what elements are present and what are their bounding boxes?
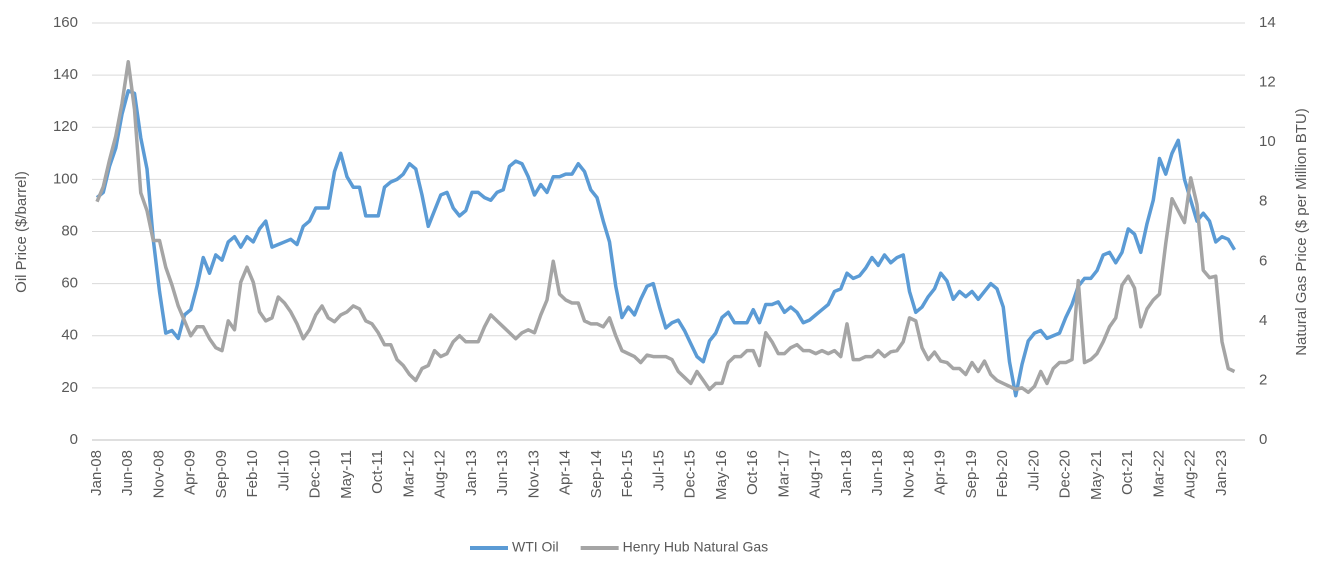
x-tick-label: Jan-13 [463,450,480,496]
y-tick-label: 140 [53,66,78,83]
x-tick-label: Dec-10 [307,450,324,498]
x-tick-label: Jan-08 [88,450,105,496]
x-tick-label: Jun-18 [869,450,886,496]
x-tick-label: Aug-22 [1182,450,1199,498]
y-tick-label: 80 [61,222,78,239]
x-tick-label: May-11 [338,450,355,499]
y-tick-label: 40 [61,327,78,344]
x-tick-label: Feb-15 [619,450,636,498]
y2-tick-label: 10 [1259,133,1276,150]
legend-label: Henry Hub Natural Gas [623,539,769,555]
x-tick-label: Mar-12 [400,450,417,498]
x-tick-label: Nov-18 [900,450,917,498]
x-tick-label: Jan-18 [838,450,855,496]
y-tick-label: 60 [61,275,78,292]
x-tick-label: Sep-09 [213,450,230,498]
legend-label: WTI Oil [512,539,559,555]
y2-axis-title: Natural Gas Price ($ per Million BTU) [1293,108,1310,356]
y2-tick-label: 0 [1259,431,1267,448]
x-tick-label: Oct-21 [1119,450,1136,495]
x-tick-label: Nov-08 [150,450,167,498]
x-tick-label: Aug-17 [807,450,824,498]
series-line [95,89,1237,398]
x-tick-label: Dec-15 [682,450,699,498]
x-tick-label: Jun-13 [494,450,511,496]
x-tick-label: Mar-17 [775,450,792,498]
x-tick-label: Feb-20 [994,450,1011,498]
y-tick-label: 0 [70,431,78,448]
y2-tick-label: 8 [1259,193,1267,210]
y-axis-title: Oil Price ($/barrel) [13,171,30,293]
y-tick-label: 20 [61,379,78,396]
x-tick-label: Sep-14 [588,450,605,498]
y2-tick-label: 4 [1259,312,1267,329]
x-tick-label: Jan-23 [1213,450,1230,496]
x-tick-label: Feb-10 [244,450,261,498]
y-tick-label: 100 [53,170,78,187]
x-tick-label: Oct-11 [369,450,386,494]
x-tick-label: Jul-10 [275,450,292,491]
series-line [95,59,1236,395]
y2-tick-label: 14 [1259,14,1276,31]
x-tick-label: Apr-19 [932,450,949,495]
x-tick-label: Jun-08 [119,450,136,496]
x-tick-label: Apr-09 [182,450,199,495]
x-tick-label: Mar-22 [1150,450,1167,498]
x-tick-label: Dec-20 [1057,450,1074,498]
x-tick-label: Aug-12 [432,450,449,498]
x-tick-label: May-21 [1088,450,1105,500]
x-tick-label: Jul-20 [1025,450,1042,491]
x-tick-label: Apr-14 [557,450,574,495]
y2-tick-label: 2 [1259,371,1267,388]
x-tick-label: Nov-13 [525,450,542,498]
y-tick-label: 160 [53,14,78,31]
x-tick-label: May-16 [713,450,730,500]
x-tick-label: Oct-16 [744,450,761,495]
y2-tick-label: 6 [1259,252,1267,269]
x-tick-label: Sep-19 [963,450,980,498]
y2-tick-label: 12 [1259,74,1276,91]
x-tick-label: Jul-15 [650,450,667,491]
y-tick-label: 120 [53,118,78,135]
